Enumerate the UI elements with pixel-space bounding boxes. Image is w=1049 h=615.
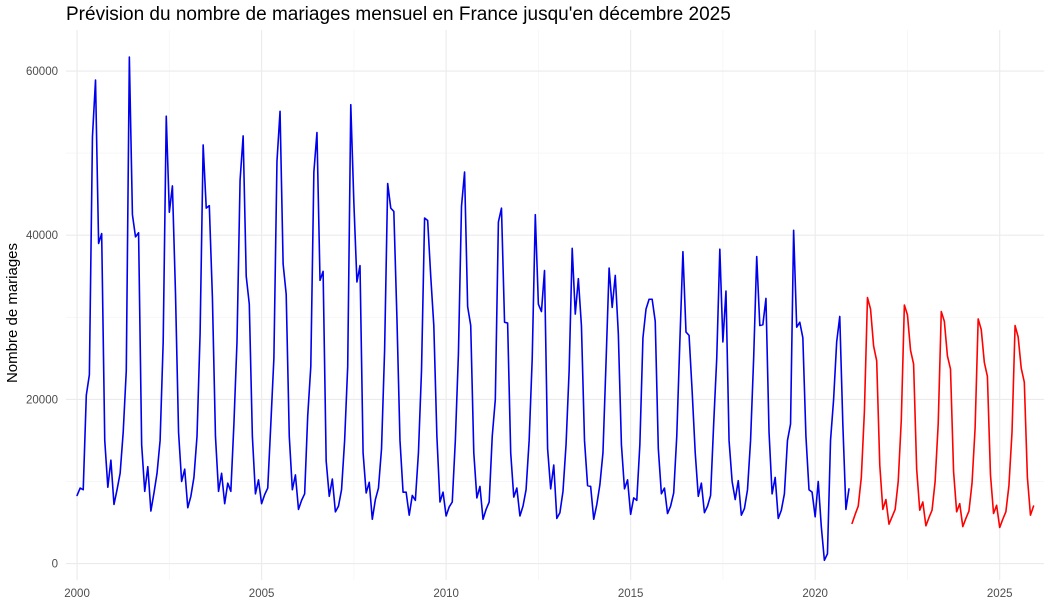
y-tick-label: 40000: [26, 230, 58, 242]
y-tick-label: 0: [52, 559, 58, 571]
x-tick-label: 2005: [249, 588, 275, 600]
historical-series-line: [76, 56, 850, 562]
x-tick-label: 2020: [802, 588, 828, 600]
y-axis-ticks: 0 20000 40000 60000: [26, 66, 58, 571]
x-tick-label: 2010: [433, 588, 459, 600]
y-tick-label: 60000: [26, 66, 58, 78]
x-tick-label: 2000: [64, 588, 90, 600]
chart-title: Prévision du nombre de mariages mensuel …: [66, 4, 731, 25]
forecast-series-line: [851, 296, 1035, 529]
x-tick-label: 2015: [618, 588, 644, 600]
x-tick-label: 2025: [987, 588, 1013, 600]
x-axis-ticks: 2000 2005 2010 2015 2020 2025: [64, 588, 1012, 600]
y-tick-label: 20000: [26, 394, 58, 406]
series-group: [76, 56, 1035, 562]
y-axis-title: Nombre de mariages: [4, 243, 21, 383]
